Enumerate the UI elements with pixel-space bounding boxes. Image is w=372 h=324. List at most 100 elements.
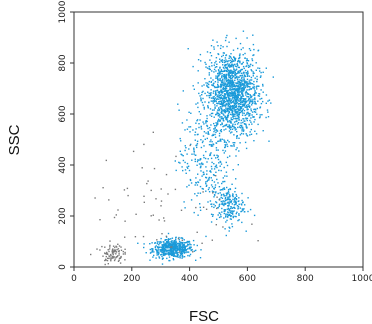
scatter-point	[160, 240, 162, 243]
scatter-point	[211, 239, 213, 241]
scatter-point	[243, 208, 245, 210]
scatter-point	[226, 45, 228, 48]
scatter-point	[207, 105, 209, 107]
scatter-point	[229, 87, 231, 89]
scatter-point	[260, 102, 263, 105]
scatter-point	[156, 250, 158, 253]
scatter-point	[237, 208, 239, 210]
scatter-point	[195, 144, 197, 147]
scatter-point	[229, 201, 231, 203]
scatter-point	[179, 254, 181, 257]
scatter-point	[241, 110, 244, 112]
scatter-point	[141, 167, 143, 169]
scatter-point	[228, 92, 230, 94]
scatter-point	[115, 253, 117, 255]
scatter-point	[107, 253, 109, 255]
scatter-point	[217, 91, 219, 93]
scatter-point	[203, 123, 205, 125]
scatter-point	[249, 88, 251, 91]
scatter-point	[173, 248, 176, 250]
scatter-point	[124, 248, 126, 250]
scatter-point	[220, 100, 223, 102]
scatter-point	[120, 246, 122, 248]
scatter-point	[206, 115, 208, 117]
scatter-point	[210, 145, 213, 147]
scatter-point	[222, 64, 224, 66]
scatter-point	[236, 115, 238, 117]
scatter-point	[183, 201, 185, 203]
scatter-point	[234, 123, 236, 126]
scatter-point	[249, 119, 251, 122]
scatter-point	[169, 243, 171, 245]
scatter-point	[229, 227, 231, 229]
scatter-point	[214, 127, 216, 129]
scatter-point	[231, 87, 233, 89]
scatter-point	[222, 226, 224, 228]
scatter-point	[246, 72, 248, 74]
scatter-point	[217, 158, 220, 161]
scatter-point	[230, 75, 232, 77]
scatter-point	[234, 207, 236, 209]
scatter-point	[216, 41, 218, 43]
scatter-point	[243, 101, 246, 103]
scatter-point	[253, 54, 255, 56]
scatter-point	[229, 195, 231, 198]
scatter-point	[238, 85, 240, 88]
scatter-point	[236, 95, 239, 97]
scatter-point	[195, 259, 197, 261]
scatter-point	[90, 253, 92, 256]
scatter-point	[232, 70, 235, 73]
scatter-point	[196, 244, 198, 247]
scatter-point	[151, 251, 154, 253]
scatter-point	[211, 141, 213, 143]
scatter-point	[194, 193, 196, 195]
scatter-point	[215, 147, 218, 149]
scatter-point	[132, 150, 135, 153]
data-points	[90, 30, 274, 266]
scatter-point	[209, 94, 211, 97]
scatter-point	[205, 66, 207, 68]
scatter-point	[207, 106, 209, 108]
scatter-point	[225, 214, 227, 216]
scatter-point	[213, 68, 216, 71]
scatter-point	[181, 257, 183, 259]
scatter-point	[218, 108, 220, 111]
scatter-point	[216, 113, 219, 115]
scatter-point	[223, 99, 226, 102]
scatter-point	[214, 133, 216, 136]
scatter-point	[174, 246, 176, 248]
scatter-point	[163, 220, 166, 222]
scatter-point	[253, 111, 256, 113]
scatter-point	[217, 112, 220, 115]
scatter-point	[218, 98, 220, 100]
scatter-point	[238, 109, 240, 112]
scatter-point	[171, 246, 173, 248]
scatter-point	[224, 140, 226, 142]
scatter-point	[228, 141, 230, 143]
scatter-point	[229, 83, 232, 85]
scatter-point	[225, 104, 227, 106]
scatter-point	[227, 64, 230, 67]
scatter-point	[184, 129, 186, 131]
scatter-point	[217, 109, 219, 111]
scatter-point	[224, 57, 227, 59]
scatter-point	[198, 126, 200, 129]
scatter-point	[243, 112, 245, 114]
scatter-point	[262, 71, 264, 73]
scatter-point	[199, 179, 201, 181]
scatter-point	[181, 254, 184, 256]
scatter-point	[226, 116, 229, 118]
scatter-point	[246, 63, 249, 65]
scatter-point	[211, 112, 214, 115]
scatter-point	[195, 103, 197, 105]
scatter-point	[242, 84, 244, 86]
scatter-point	[244, 102, 246, 105]
scatter-point	[219, 100, 221, 102]
scatter-point	[219, 198, 221, 200]
scatter-point	[163, 217, 165, 219]
scatter-point	[166, 257, 168, 260]
scatter-point	[221, 103, 223, 106]
scatter-point	[220, 124, 222, 126]
scatter-point	[235, 178, 237, 180]
scatter-point	[233, 127, 235, 129]
